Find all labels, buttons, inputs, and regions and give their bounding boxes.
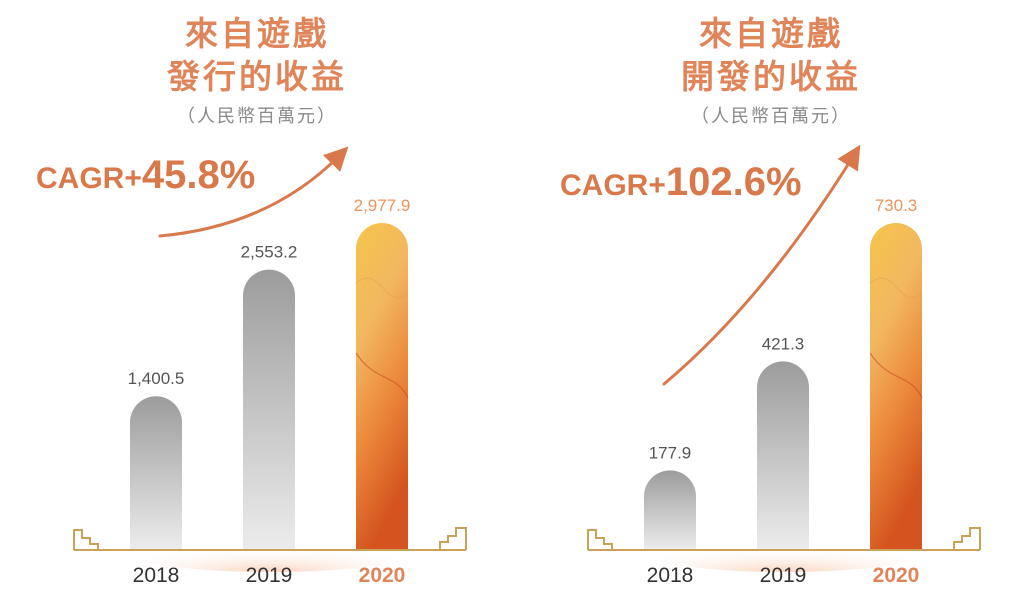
bar-value-label: 2,977.9 (354, 196, 411, 215)
chart-title-line-2: 發行的收益 (167, 57, 347, 96)
building-icon (439, 527, 467, 550)
bar-chart: 177.9 2018 421.3 2019 730.3 2020 (587, 144, 981, 587)
bar-value-label: 2,553.2 (241, 243, 298, 262)
bar (243, 269, 295, 550)
marble-vein (869, 352, 923, 399)
bar-chart: 1,400.5 2018 2,553.2 2019 2,977.9 2020 (73, 146, 467, 587)
bar (757, 361, 809, 550)
cagr-prefix: CAGR+ (560, 169, 666, 202)
bar-highlight (870, 223, 922, 550)
growth-arrow (158, 146, 349, 238)
unit-label: （人民幣百萬元） (691, 106, 851, 127)
chart-title-line-2: 開發的收益 (681, 57, 861, 96)
marble-vein (869, 277, 923, 299)
growth-arrow (662, 144, 861, 386)
cagr-label: CAGR+102.6% (560, 160, 802, 205)
unit-label: （人民幣百萬元） (177, 106, 337, 127)
bar-value-label: 1,400.5 (128, 369, 185, 388)
bar-value-label: 421.3 (762, 334, 805, 353)
bar (644, 470, 696, 550)
cagr-label: CAGR+45.8% (36, 153, 255, 198)
x-tick-label: 2019 (760, 564, 807, 587)
x-tick-label: 2018 (647, 564, 694, 587)
bar-value-label: 177.9 (649, 443, 692, 462)
chart-panel-publishing: 來自遊戲 發行的收益 （人民幣百萬元） CAGR+45.8% 1,400.5 20… (36, 14, 467, 587)
chart-panel-development: 來自遊戲 開發的收益 （人民幣百萬元） CAGR+102.6% 177.9 201… (514, 0, 1028, 598)
x-tick-label: 2020 (873, 564, 920, 587)
cagr-value: 45.8% (141, 153, 256, 197)
chart-title-line-1: 來自遊戲 (699, 14, 843, 53)
building-icon (587, 529, 613, 550)
chart-title-line-1: 來自遊戲 (185, 14, 329, 53)
bar-highlight (356, 223, 408, 550)
marble-vein (355, 352, 409, 399)
building-icon (73, 529, 99, 550)
x-tick-label: 2018 (133, 564, 180, 587)
bar (130, 396, 182, 550)
marble-vein (355, 277, 409, 299)
cagr-prefix: CAGR+ (36, 162, 142, 195)
cagr-value: 102.6% (665, 160, 802, 204)
bar-value-label: 730.3 (875, 196, 918, 215)
building-icon (953, 527, 981, 550)
x-tick-label: 2019 (246, 564, 293, 587)
x-tick-label: 2020 (359, 564, 406, 587)
